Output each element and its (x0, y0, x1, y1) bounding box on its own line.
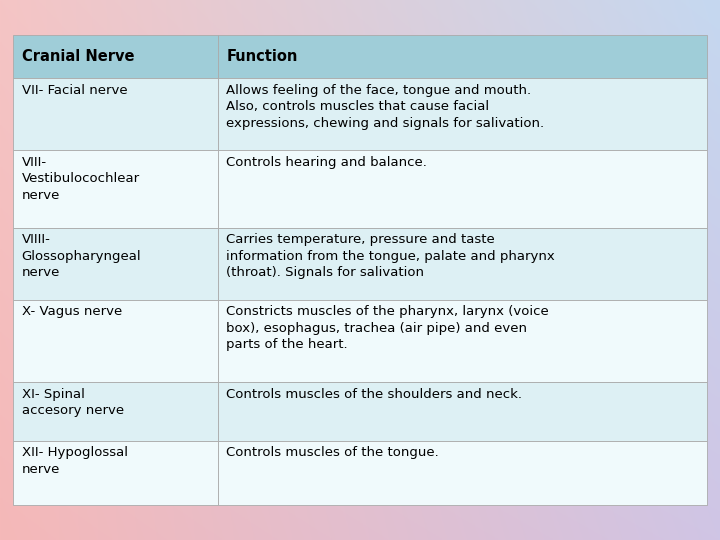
Bar (13, 150, 217, 228)
Bar (217, 35, 707, 78)
Bar (13, 441, 217, 505)
Bar (13, 382, 217, 441)
Bar (217, 300, 707, 382)
Bar (13, 228, 217, 300)
Text: VII- Facial nerve: VII- Facial nerve (22, 84, 127, 97)
Text: Controls hearing and balance.: Controls hearing and balance. (226, 156, 427, 168)
Text: Cranial Nerve: Cranial Nerve (22, 49, 134, 64)
Text: Controls muscles of the tongue.: Controls muscles of the tongue. (226, 447, 439, 460)
Bar (217, 150, 707, 228)
Text: VIII-
Vestibulocochlear
nerve: VIII- Vestibulocochlear nerve (22, 156, 140, 202)
Text: XI- Spinal
accesory nerve: XI- Spinal accesory nerve (22, 388, 124, 417)
Text: Carries temperature, pressure and taste
information from the tongue, palate and : Carries temperature, pressure and taste … (226, 233, 555, 279)
Text: Controls muscles of the shoulders and neck.: Controls muscles of the shoulders and ne… (226, 388, 522, 401)
Text: VIIII-
Glossopharyngeal
nerve: VIIII- Glossopharyngeal nerve (22, 233, 141, 279)
Bar (13, 300, 217, 382)
Bar (13, 78, 217, 150)
Bar (13, 35, 217, 78)
Bar (217, 78, 707, 150)
Text: Constricts muscles of the pharynx, larynx (voice
box), esophagus, trachea (air p: Constricts muscles of the pharynx, laryn… (226, 305, 549, 351)
Text: XII- Hypoglossal
nerve: XII- Hypoglossal nerve (22, 447, 127, 476)
Text: Allows feeling of the face, tongue and mouth.
Also, controls muscles that cause : Allows feeling of the face, tongue and m… (226, 84, 544, 130)
Bar (217, 228, 707, 300)
Text: Function: Function (226, 49, 298, 64)
Bar (217, 441, 707, 505)
Bar (217, 382, 707, 441)
Text: X- Vagus nerve: X- Vagus nerve (22, 305, 122, 318)
